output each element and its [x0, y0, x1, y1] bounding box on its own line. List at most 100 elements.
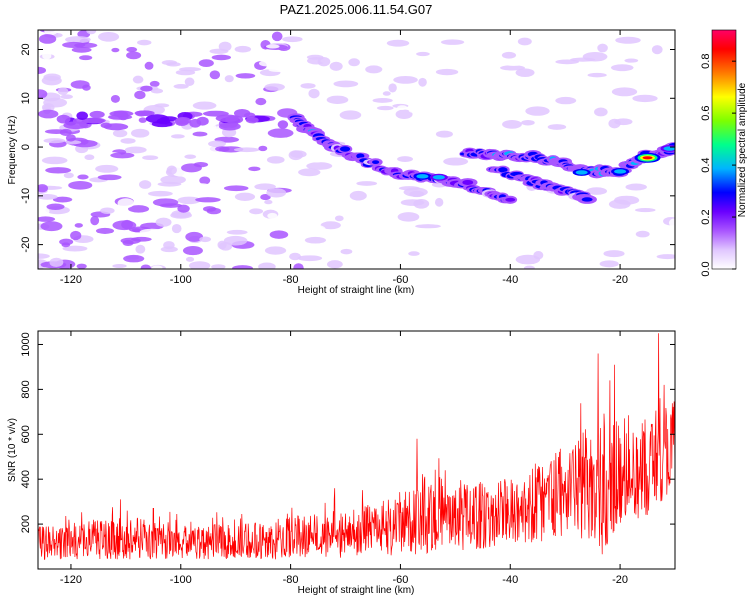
noise-blob: [254, 183, 276, 191]
noise-blob: [135, 110, 148, 117]
noise-blob: [209, 70, 221, 80]
spectrogram-ytick-label: 10: [20, 92, 32, 104]
noise-blob: [587, 72, 607, 78]
noise-blob: [291, 213, 309, 220]
noise-blob: [635, 230, 650, 238]
snr-ytick-label: 400: [20, 470, 32, 488]
colorbar-ticks: 0.0 0.2 0.4 0.6 0.8: [700, 54, 736, 277]
noise-blob: [293, 263, 304, 269]
noise-blob: [599, 260, 619, 268]
noise-blob: [38, 216, 56, 222]
noise-blob: [157, 181, 182, 187]
noise-blob: [45, 167, 72, 174]
noise-blob: [134, 90, 146, 100]
noise-blob: [218, 122, 241, 131]
noise-blob: [171, 223, 182, 234]
noise-blob: [62, 245, 88, 252]
noise-blob: [208, 140, 226, 148]
noise-blob: [184, 154, 197, 159]
noise-blob: [386, 52, 402, 60]
noise-blob: [232, 265, 253, 269]
noise-blob: [266, 44, 280, 49]
noise-blob: [555, 96, 577, 105]
snr-xtick-label: -60: [392, 574, 408, 586]
noise-blob: [138, 117, 147, 123]
noise-blob: [282, 36, 303, 43]
spectrogram-xtick-label: -100: [170, 274, 192, 286]
noise-blob: [43, 73, 61, 81]
snr-axes: -120 -100 -80 -60 -40 -20 200 400 600 800 1000: [20, 331, 675, 586]
noise-blob: [44, 30, 58, 36]
noise-blob: [349, 190, 367, 201]
noise-blob: [76, 263, 87, 269]
noise-blob: [95, 227, 115, 234]
noise-blob: [393, 76, 418, 84]
noise-blob: [86, 30, 97, 35]
snr-panel: -120 -100 -80 -60 -40 -20 200 400 600 800 1000 Hei…: [7, 330, 676, 596]
noise-blob: [297, 255, 323, 262]
noise-blob: [347, 130, 362, 139]
noise-blob: [515, 254, 541, 265]
noise-blob: [184, 77, 195, 87]
noise-blob: [144, 61, 154, 70]
noise-blob: [415, 224, 441, 229]
noise-blob: [326, 95, 349, 104]
noise-blob: [365, 65, 383, 74]
noise-blob: [38, 34, 57, 44]
noise-blob: [139, 228, 165, 236]
noise-blob: [38, 89, 48, 99]
noise-blob: [381, 202, 396, 211]
noise-blob: [539, 42, 550, 49]
noise-blob: [556, 201, 570, 209]
noise-blob: [308, 88, 320, 99]
noise-blob: [594, 107, 608, 117]
signal-spot: [432, 175, 445, 180]
noise-blob: [123, 254, 145, 263]
noise-blob: [324, 30, 344, 36]
noise-blob: [89, 110, 105, 119]
noise-blob: [224, 75, 234, 83]
noise-blob: [386, 39, 410, 47]
noise-blob: [185, 231, 204, 242]
noise-blob: [79, 55, 93, 61]
noise-blob: [117, 198, 135, 209]
noise-blob: [397, 156, 414, 163]
noise-blob: [610, 64, 634, 72]
noise-blob: [165, 96, 178, 103]
noise-blob: [339, 110, 362, 120]
noise-blob: [199, 176, 211, 185]
colorbar: 0.0 0.2 0.4 0.6 0.8 Normalized spectral ampl…: [700, 29, 748, 277]
noise-blob: [195, 197, 221, 203]
noise-blob: [97, 174, 122, 181]
noise-blob: [226, 229, 248, 235]
noise-blob: [501, 51, 517, 59]
noise-blob: [333, 80, 359, 88]
noise-blob: [110, 152, 135, 159]
noise-blob: [166, 165, 177, 175]
noise-blob: [317, 56, 331, 67]
noise-blob: [500, 65, 525, 71]
noise-blob: [382, 91, 391, 96]
colorbar-tick-label: 0.8: [700, 54, 712, 69]
noise-blob: [71, 47, 92, 53]
noise-blob: [70, 230, 82, 241]
noise-blob: [185, 256, 195, 262]
noise-blob: [615, 36, 641, 44]
noise-blob: [597, 43, 608, 53]
noise-blob: [523, 265, 535, 269]
noise-blob: [632, 94, 658, 103]
snr-xtick-label: -40: [502, 574, 518, 586]
noise-blob: [177, 196, 201, 205]
colorbar-label: Normalized spectral amplitude: [737, 82, 748, 217]
noise-blob: [608, 199, 631, 209]
noise-blob: [38, 193, 58, 200]
noise-blob: [41, 156, 68, 165]
noise-blob: [290, 150, 307, 158]
colorbar-tick-label: 0.2: [700, 209, 712, 224]
noise-blob: [326, 260, 343, 269]
signal-blob: [462, 179, 474, 185]
noise-blob: [210, 253, 232, 264]
noise-blob: [59, 238, 74, 246]
